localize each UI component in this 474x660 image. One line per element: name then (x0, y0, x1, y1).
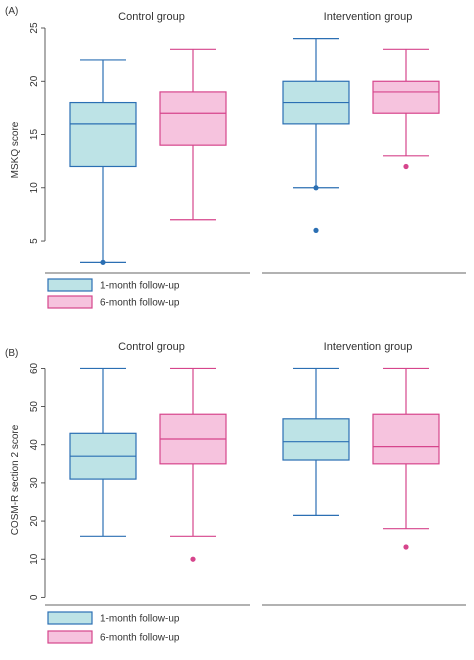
outlier-point (100, 259, 106, 265)
box-iqr (372, 413, 440, 465)
y-tick-label: 50 (29, 401, 40, 413)
group-title: Intervention group (324, 341, 413, 353)
box-plot (372, 367, 440, 550)
legend-swatch (47, 295, 93, 309)
box-plot (282, 38, 350, 233)
y-tick-label: 60 (29, 362, 40, 374)
y-tick-label: 0 (29, 594, 40, 600)
y-tick-label: 25 (29, 22, 40, 34)
box-plot (282, 367, 350, 516)
legend-swatch (47, 278, 93, 292)
y-tick-label: 5 (29, 238, 40, 244)
group-title: Control group (118, 11, 185, 23)
outlier-point (313, 185, 319, 191)
legend-label: 1-month follow-up (100, 614, 180, 625)
panel-label: (B) (5, 348, 18, 359)
y-tick-label: 10 (29, 182, 40, 194)
y-axis-title: MSKQ score (10, 121, 21, 178)
box-plot (159, 367, 227, 562)
group-title: Intervention group (324, 11, 413, 23)
box-iqr (372, 80, 440, 114)
legend-label: 6-month follow-up (100, 298, 180, 309)
box-plot (69, 367, 137, 537)
box-iqr (159, 91, 227, 146)
y-tick-label: 30 (29, 477, 40, 489)
group-title: Control group (118, 341, 185, 353)
panel-label: (A) (5, 6, 18, 17)
box-iqr (69, 101, 137, 168)
outlier-point (190, 556, 196, 562)
panel-a: (A) Control group Intervention group 5 10 15 2… (5, 6, 466, 309)
box-plot (69, 59, 137, 265)
box-plot (372, 48, 440, 170)
y-tick-label: 20 (29, 75, 40, 87)
y-tick-label: 10 (29, 553, 40, 565)
outlier-point (403, 163, 409, 170)
legend-label: 6-month follow-up (100, 633, 180, 644)
y-axis-title: COSM-R section 2 score (10, 424, 21, 535)
y-tick-label: 40 (29, 439, 40, 451)
legend-swatch (47, 630, 93, 644)
legend-swatch (47, 611, 93, 625)
outlier-point (313, 227, 319, 233)
legend-label: 1-month follow-up (100, 281, 180, 292)
y-tick-label: 15 (29, 129, 40, 141)
box-plot (159, 48, 227, 221)
outlier-point (403, 544, 409, 550)
y-tick-label: 20 (29, 515, 40, 527)
box-iqr (282, 418, 350, 461)
panel-b: (B) Control group Intervention group 0 10 20 3… (5, 341, 466, 644)
